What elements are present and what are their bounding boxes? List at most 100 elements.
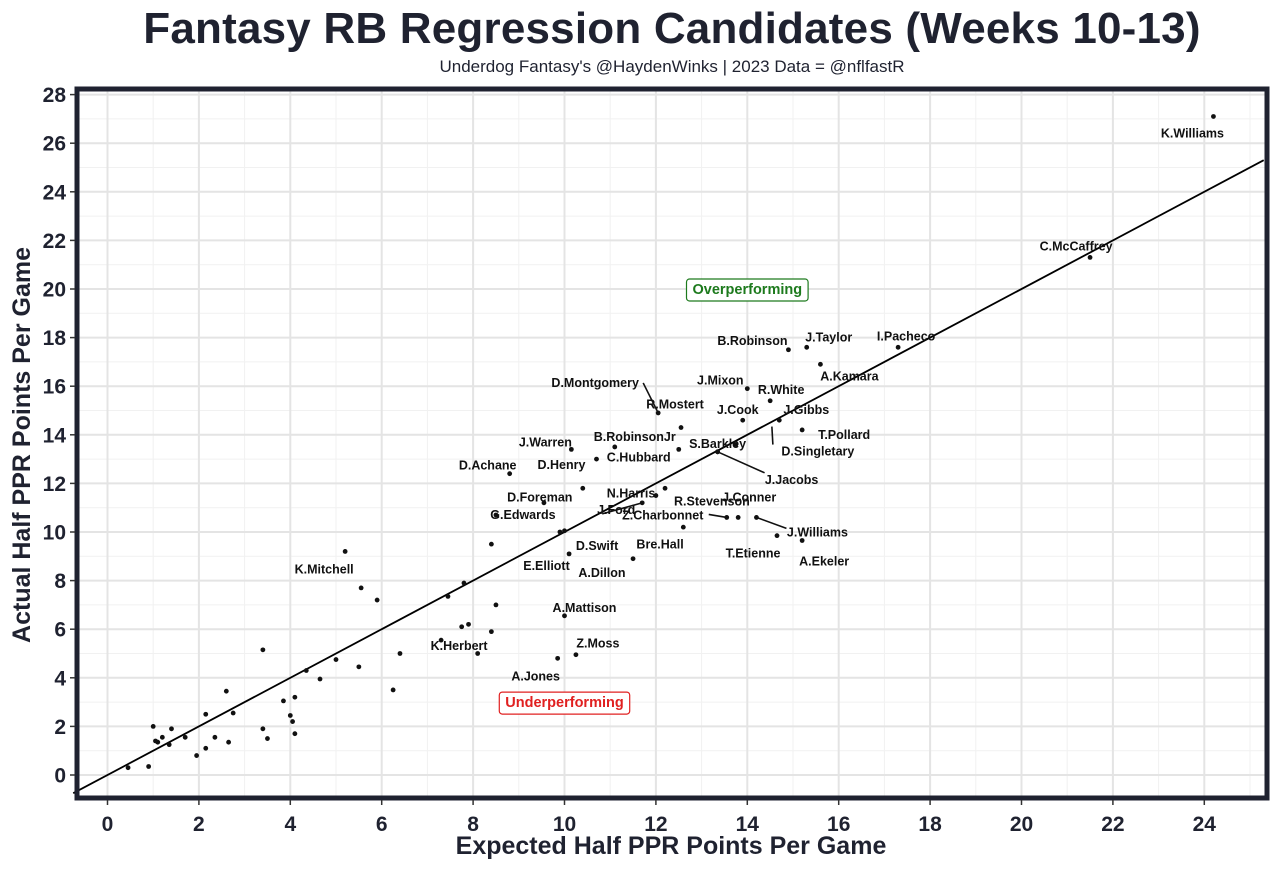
scatter-point — [461, 580, 467, 586]
scatter-point — [594, 456, 599, 462]
scatter-point — [317, 676, 323, 682]
scatter-point — [287, 713, 293, 718]
point-label: N.Harris — [607, 486, 656, 500]
scatter-point — [562, 528, 567, 534]
scatter-point — [776, 417, 782, 423]
annotation-box — [498, 691, 631, 715]
scatter-point — [230, 710, 236, 716]
scatter-point — [662, 485, 668, 491]
scatter-point — [493, 512, 499, 518]
scatter-point — [356, 664, 362, 670]
scatter-point — [265, 736, 270, 741]
point-label: K.Herbert — [431, 639, 489, 653]
scatter-point — [292, 694, 298, 700]
y-tick-label: 18 — [43, 327, 67, 350]
scatter-point — [786, 347, 791, 353]
tick-layer: 0 2 4 6 8 10 12 14 16 18 20 22 240246810121416182022… — [43, 84, 1217, 836]
scatter-point — [125, 765, 131, 771]
point-label: D.Swift — [576, 539, 619, 553]
reference-line-layer — [72, 159, 1265, 795]
point-label: D.Montgomery — [551, 376, 639, 390]
scatter-point — [150, 724, 156, 729]
point-label: A.Ekeler — [799, 555, 849, 569]
scatter-point — [799, 538, 805, 543]
scatter-point — [475, 651, 481, 656]
scatter-point — [555, 655, 561, 661]
region-annotation: Underperforming — [498, 691, 631, 715]
point-label: Z.Moss — [576, 637, 619, 651]
point-label: J.Conner — [722, 490, 776, 504]
leader-lines-layer — [601, 382, 787, 530]
point-label: B.RobinsonJr — [594, 430, 676, 444]
point-label: E.Elliott — [523, 559, 570, 573]
scatter-point — [493, 602, 499, 608]
y-tick-label: 16 — [43, 376, 66, 399]
point-label: J.Mixon — [697, 374, 744, 388]
scatter-point — [488, 629, 494, 635]
scatter-point — [194, 753, 200, 758]
point-label: I.Pacheco — [877, 329, 936, 343]
point-label: J.Warren — [519, 435, 572, 449]
scatter-point — [767, 398, 773, 404]
x-tick-label: 16 — [827, 813, 850, 836]
scatter-point — [630, 556, 636, 562]
point-label: D.Achane — [459, 459, 517, 473]
point-label: J.Ford — [597, 503, 635, 517]
x-tick-label: 8 — [467, 813, 479, 836]
y-axis-title: Actual Half PPR Points Per Game — [8, 247, 36, 643]
point-label: K.Mitchell — [295, 562, 354, 576]
x-tick-label: 6 — [376, 813, 388, 836]
scatter-point — [166, 742, 172, 748]
point-label: G.Edwards — [490, 508, 555, 522]
point-label: R.Stevenson — [674, 495, 750, 509]
y-tick-label: 12 — [43, 473, 66, 496]
scatter-point — [573, 652, 579, 658]
x-tick-label: 0 — [102, 813, 114, 836]
scatter-point — [260, 726, 266, 732]
scatter-point — [541, 500, 547, 506]
point-label: J.Taylor — [805, 330, 852, 344]
x-tick-label: 14 — [736, 813, 760, 836]
scatter-point — [374, 597, 380, 603]
scatter-point — [223, 688, 229, 694]
scatter-point — [799, 427, 805, 433]
point-label: A.Mattison — [553, 601, 617, 615]
scatter-point — [744, 386, 750, 392]
point-label: R.Mostert — [646, 398, 704, 412]
scatter-point — [580, 485, 586, 491]
scatter-point — [281, 698, 286, 704]
scatter-point — [159, 734, 165, 740]
y-tick-label: 14 — [43, 424, 67, 447]
y-tick-label: 6 — [54, 619, 66, 642]
scatter-point — [680, 524, 686, 530]
points-layer — [125, 114, 1216, 771]
scatter-point — [488, 541, 494, 547]
point-labels-layer: K.Williams C.McCaffrey I.Pacheco J.Taylor B.… — [295, 126, 1224, 683]
label-leader-line — [642, 382, 659, 414]
scatter-point — [676, 446, 682, 452]
label-leader-line — [771, 426, 774, 445]
point-label: J.Jacobs — [765, 473, 819, 487]
scatter-point — [290, 719, 295, 724]
point-label: C.Hubbard — [607, 450, 671, 464]
x-tick-label: 2 — [193, 813, 205, 836]
scatter-point — [568, 446, 574, 452]
scatter-point — [260, 647, 266, 653]
scatter-point — [146, 764, 152, 769]
point-label: D.Singletary — [781, 445, 854, 459]
scatter-point — [804, 344, 810, 350]
point-label: J.Cook — [717, 403, 759, 417]
y-tick-label: 22 — [43, 230, 66, 253]
scatter-point — [445, 593, 451, 599]
x-tick-label: 4 — [284, 813, 296, 836]
scatter-point — [182, 734, 188, 740]
scatter-point — [203, 711, 209, 717]
annotation-layer: Overperforming Underperforming — [498, 278, 809, 715]
x-tick-label: 22 — [1101, 813, 1124, 836]
scatter-point — [397, 651, 403, 656]
scatter-point — [562, 613, 567, 619]
x-tick-label: 10 — [553, 813, 576, 836]
point-label: S.Barkley — [689, 437, 746, 451]
annotation-box — [685, 278, 809, 302]
point-label: C.McCaffrey — [1040, 239, 1113, 253]
